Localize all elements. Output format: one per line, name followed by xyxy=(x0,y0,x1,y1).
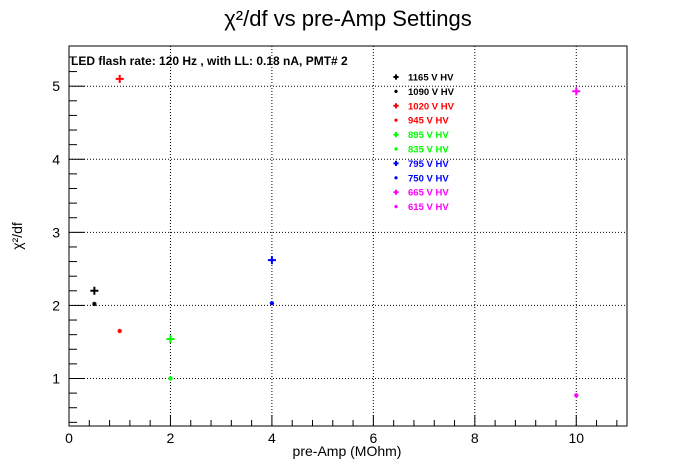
legend-label: 615 V HV xyxy=(408,202,449,213)
legend-label: 1020 V HV xyxy=(408,101,455,112)
x-tick-label: 2 xyxy=(167,430,175,446)
data-point xyxy=(168,376,173,381)
x-tick-label: 0 xyxy=(65,430,73,446)
legend-label: 750 V HV xyxy=(408,173,449,184)
legend: 1165 V HV 1090 V HV 1020 V HV 945 V HV 895 V… xyxy=(393,73,455,213)
data-points xyxy=(90,74,581,398)
chart-title: χ²/df vs pre-Amp Settings xyxy=(224,6,472,31)
y-tick-label: 3 xyxy=(52,224,60,240)
x-tick-label: 10 xyxy=(568,430,584,446)
plot-frame xyxy=(68,45,628,427)
y-tick-label: 2 xyxy=(52,297,60,313)
legend-marker xyxy=(393,74,399,80)
data-point xyxy=(574,393,579,398)
legend-marker xyxy=(393,189,399,195)
legend-marker xyxy=(394,205,398,209)
legend-marker xyxy=(394,89,398,93)
y-axis-label: χ²/df xyxy=(9,222,25,250)
x-axis-label: pre-Amp (MOhm) xyxy=(293,443,402,459)
data-point xyxy=(166,335,175,344)
legend-label: 895 V HV xyxy=(408,130,449,141)
y-tick-label: 4 xyxy=(52,151,60,167)
chart-subtitle: LED flash rate: 120 Hz , with LL: 0.18 n… xyxy=(71,54,348,68)
legend-marker xyxy=(394,147,398,151)
legend-marker xyxy=(393,160,399,166)
legend-label: 1090 V HV xyxy=(408,87,455,98)
legend-marker xyxy=(393,132,399,138)
x-tick-label: 4 xyxy=(268,430,276,446)
data-point xyxy=(115,74,124,83)
grid-lines xyxy=(69,46,627,426)
data-point xyxy=(269,301,275,306)
y-tick-label: 5 xyxy=(52,78,60,94)
data-point xyxy=(92,301,97,307)
x-tick-label: 8 xyxy=(471,430,479,446)
legend-label: 835 V HV xyxy=(408,145,449,156)
legend-label: 795 V HV xyxy=(408,159,449,170)
y-tick-label: 1 xyxy=(52,371,60,387)
legend-marker xyxy=(393,103,399,109)
data-point xyxy=(572,87,581,96)
legend-label: 1165 V HV xyxy=(408,73,454,84)
legend-marker xyxy=(394,118,398,122)
legend-label: 945 V HV xyxy=(408,116,449,127)
legend-marker xyxy=(394,176,398,180)
x-tick-label: 6 xyxy=(369,430,377,446)
data-point xyxy=(267,256,276,265)
data-point xyxy=(117,328,122,334)
legend-label: 665 V HV xyxy=(408,188,449,199)
data-point xyxy=(90,286,99,295)
